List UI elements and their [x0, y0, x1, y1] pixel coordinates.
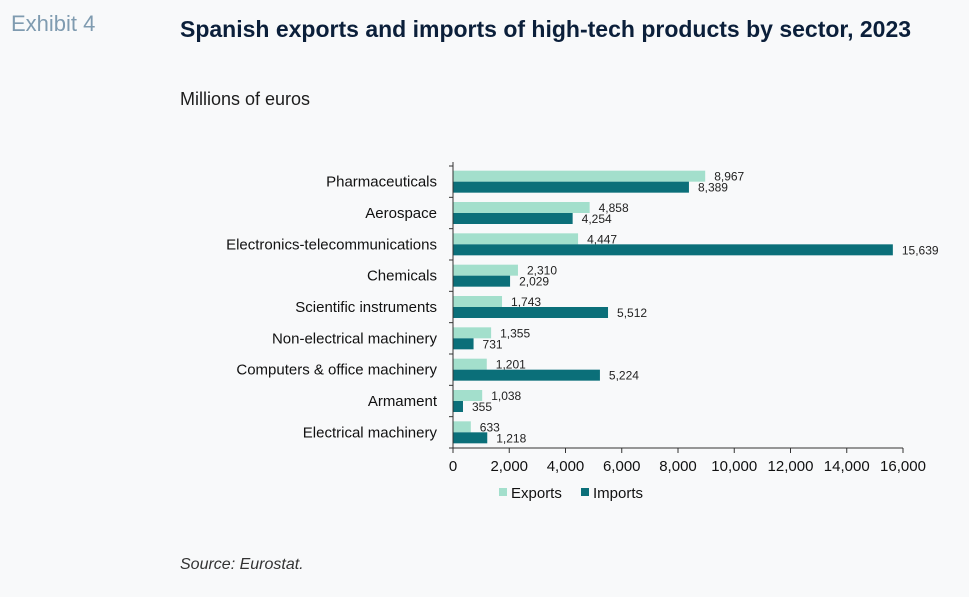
data-label: 731	[483, 337, 503, 351]
data-label: 2,310	[527, 264, 557, 278]
category-label: Armament	[368, 393, 438, 410]
bar-exports-electronics-telecommunications	[453, 233, 579, 245]
x-tick-label: 6,000	[603, 458, 641, 475]
bar-imports-computers-office-machinery	[453, 369, 600, 381]
bar-exports-armament	[453, 390, 483, 401]
x-tick-label: 8,000	[659, 458, 697, 475]
bar-exports-chemicals	[453, 264, 518, 276]
bar-exports-pharmaceuticals	[453, 170, 706, 182]
chart-title: Spanish exports and imports of high-tech…	[180, 16, 912, 42]
data-label: 2,029	[519, 275, 549, 289]
bar-exports-electrical-machinery	[453, 421, 471, 433]
x-tick-label: 4,000	[547, 458, 585, 475]
bar-imports-electronics-telecommunications	[453, 244, 893, 256]
bar-imports-pharmaceuticals	[453, 181, 689, 193]
data-label: 8,967	[714, 170, 744, 184]
data-label: 4,858	[599, 201, 629, 215]
category-label: Computers & office machinery	[236, 362, 437, 379]
data-label: 4,254	[582, 212, 612, 226]
legend-label-imports: Imports	[593, 485, 643, 502]
data-label: 633	[480, 420, 500, 434]
x-tick-label: 10,000	[711, 458, 757, 475]
bar-imports-scientific-instruments	[453, 307, 609, 318]
data-label: 1,218	[496, 431, 526, 445]
data-label: 1,201	[496, 358, 526, 372]
category-label: Non-electrical machinery	[272, 330, 438, 347]
x-tick-label: 16,000	[880, 458, 926, 475]
category-label: Chemicals	[367, 268, 437, 285]
exhibit-label: Exhibit 4	[11, 11, 96, 36]
bar-exports-scientific-instruments	[453, 296, 503, 307]
data-label: 355	[472, 400, 492, 414]
x-tick-label: 0	[449, 458, 457, 475]
data-label: 5,512	[617, 306, 647, 320]
data-label: 8,389	[698, 181, 728, 195]
data-label: 5,224	[609, 369, 639, 383]
category-label: Pharmaceuticals	[326, 174, 437, 191]
data-label: 1,355	[500, 326, 530, 340]
category-label: Electronics-telecommunications	[226, 236, 437, 253]
data-label: 15,639	[902, 243, 939, 257]
bar-imports-non-electrical-machinery	[453, 338, 474, 350]
category-label: Aerospace	[365, 205, 437, 222]
bar-imports-chemicals	[453, 275, 511, 287]
legend-swatch-exports	[499, 488, 507, 496]
bar-exports-non-electrical-machinery	[453, 327, 492, 339]
x-tick-label: 12,000	[768, 458, 814, 475]
data-label: 1,038	[491, 389, 521, 403]
data-label: 4,447	[587, 232, 617, 246]
legend-swatch-imports	[581, 488, 589, 496]
x-tick-label: 2,000	[490, 458, 528, 475]
source-note: Source: Eurostat.	[180, 556, 304, 573]
bar-imports-electrical-machinery	[453, 432, 488, 444]
data-label: 1,743	[511, 295, 541, 309]
chart-subtitle: Millions of euros	[180, 89, 311, 109]
x-tick-label: 14,000	[824, 458, 870, 475]
bar-imports-aerospace	[453, 213, 573, 224]
bar-imports-armament	[453, 401, 463, 412]
category-label: Scientific instruments	[295, 299, 437, 316]
legend-label-exports: Exports	[511, 485, 562, 502]
bar-exports-computers-office-machinery	[453, 358, 487, 370]
bar-exports-aerospace	[453, 202, 590, 213]
category-label: Electrical machinery	[303, 424, 438, 441]
